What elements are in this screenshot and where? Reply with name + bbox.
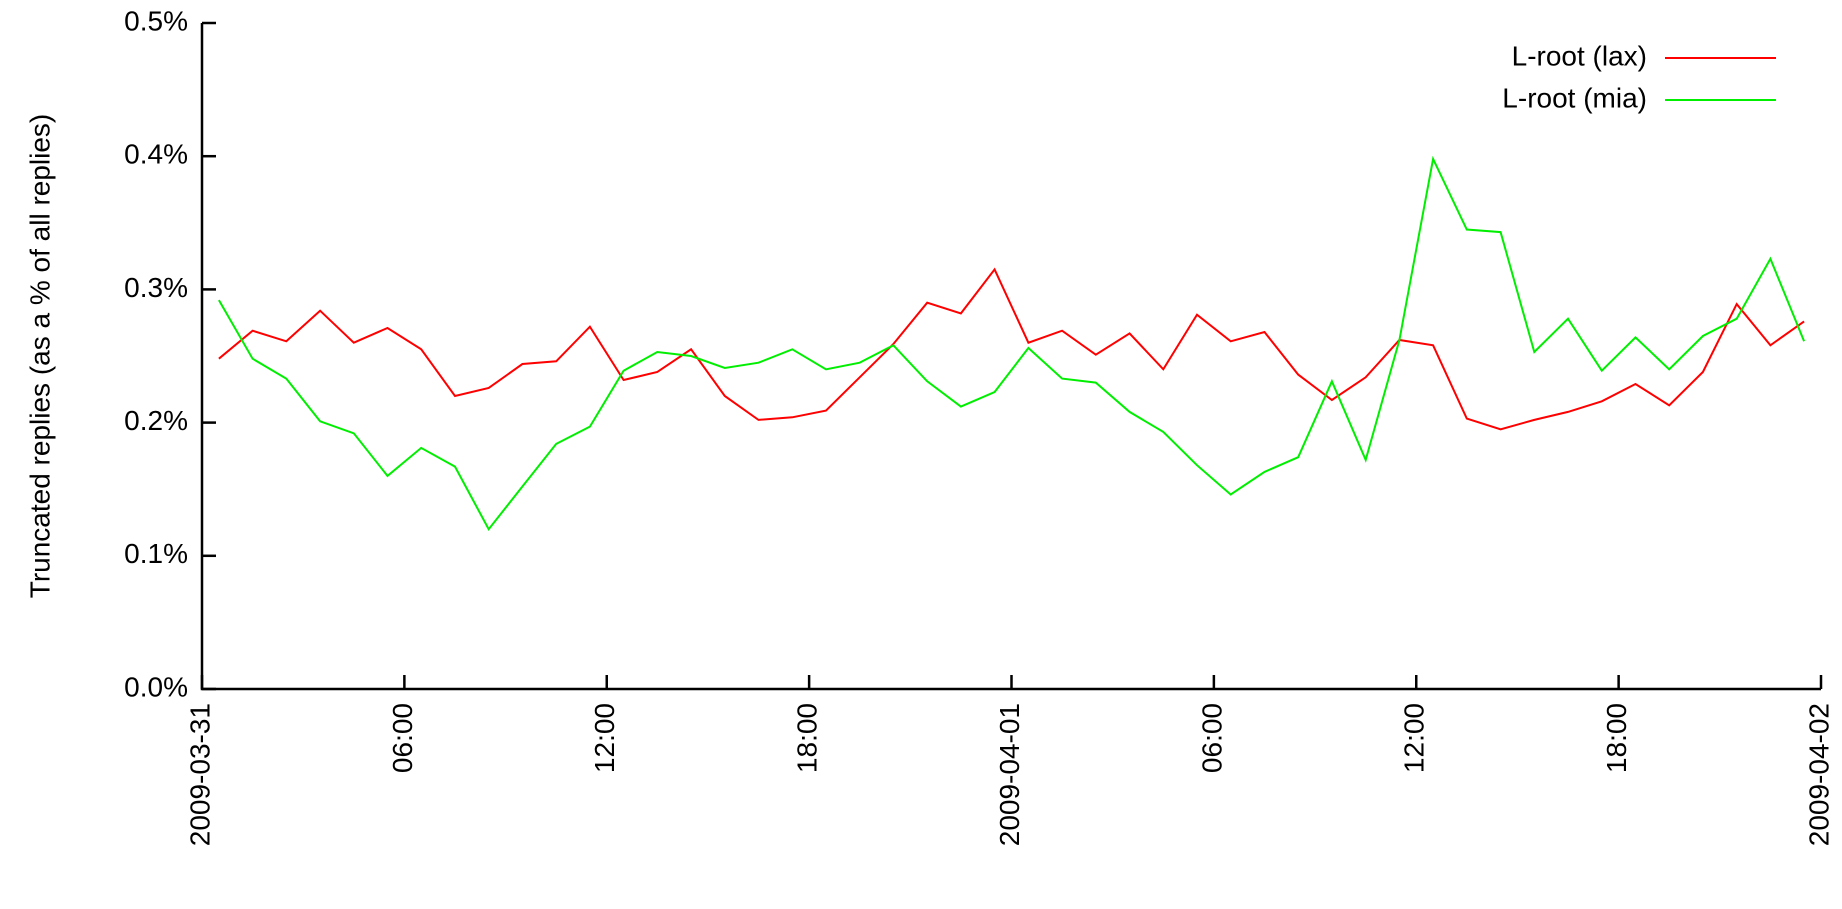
legend-label: L-root (lax) — [1512, 40, 1647, 71]
y-tick-label: 0.4% — [124, 139, 188, 170]
x-tick-label: 06:00 — [1196, 703, 1227, 773]
x-tick-label: 12:00 — [589, 703, 620, 773]
y-axis-label: Truncated replies (as a % of all replies… — [24, 114, 55, 599]
y-tick-label: 0.2% — [124, 405, 188, 436]
y-tick-label: 0.3% — [124, 272, 188, 303]
axes — [200, 23, 1821, 691]
y-tick-label: 0.5% — [124, 5, 188, 36]
x-tick-label: 18:00 — [792, 703, 823, 773]
y-tick-label: 0.0% — [124, 671, 188, 702]
x-tick-label: 18:00 — [1601, 703, 1632, 773]
series-line — [218, 267, 1805, 431]
x-tick-label: 2009-04-02 — [1803, 703, 1834, 846]
x-tick-label: 2009-04-01 — [994, 703, 1025, 846]
series-line — [218, 155, 1806, 532]
x-tick-label: 12:00 — [1399, 703, 1430, 773]
x-tick-label: 2009-03-31 — [184, 703, 215, 846]
legend-label: L-root (mia) — [1502, 82, 1647, 113]
y-tick-label: 0.1% — [124, 538, 188, 569]
x-tick-label: 06:00 — [387, 703, 418, 773]
